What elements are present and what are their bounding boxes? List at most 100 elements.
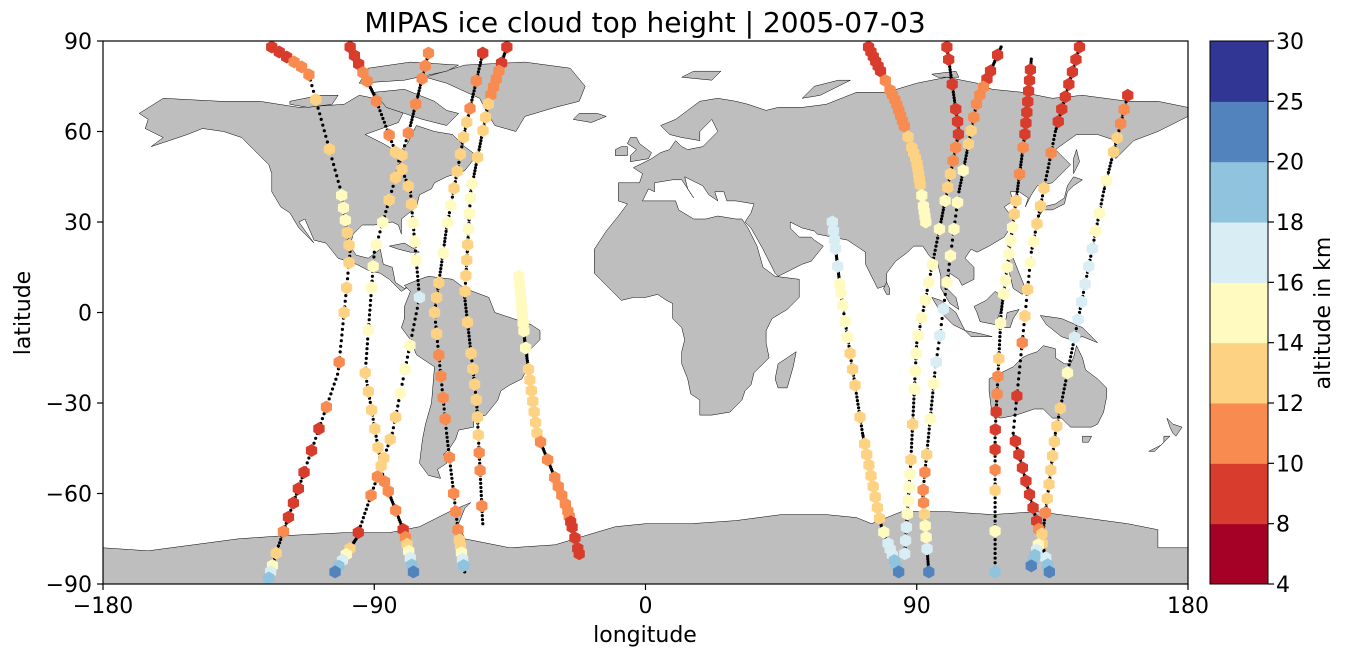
orbit-track-point [463, 302, 468, 307]
cloud-marker [370, 238, 382, 252]
cloud-marker [957, 164, 969, 177]
orbit-track-point [915, 341, 919, 345]
orbit-track-point [909, 445, 914, 449]
cloud-marker [1017, 141, 1029, 154]
cloud-marker [452, 523, 464, 537]
orbit-track-point [367, 313, 372, 317]
orbit-track-point [289, 508, 293, 512]
colorbar-segment [1210, 403, 1268, 464]
cloud-marker [527, 394, 539, 408]
cloud-marker [900, 534, 912, 547]
land-sakhalin [1073, 149, 1080, 174]
orbit-track-point [933, 248, 937, 252]
y-tick-label: −30 [46, 392, 92, 417]
cloud-marker [476, 499, 488, 513]
orbit-track-point [378, 230, 382, 234]
orbit-track-point [993, 519, 997, 523]
orbit-track-point [473, 166, 478, 170]
cloud-marker [898, 119, 910, 133]
orbit-track-point [999, 307, 1004, 312]
orbit-track-point [413, 249, 418, 253]
orbit-track-point [952, 96, 956, 100]
orbit-track-point [856, 402, 860, 406]
colorbar-tick-label: 14 [1276, 332, 1304, 357]
orbit-track-point [1046, 166, 1050, 170]
orbit-track-point [910, 437, 914, 441]
orbit-track-point [397, 399, 401, 403]
orbit-track-point [343, 299, 347, 303]
cloud-marker [462, 238, 474, 252]
orbit-track-point [473, 390, 478, 394]
cloud-marker [470, 74, 482, 88]
orbit-track-point [957, 190, 961, 194]
orbit-track-point [372, 250, 376, 254]
cloud-marker [1054, 401, 1066, 415]
cloud-marker [1048, 435, 1060, 449]
y-tick-label: 30 [64, 211, 92, 236]
orbit-track-point [439, 267, 443, 271]
orbit-track-point [416, 92, 420, 96]
orbit-track-point [1101, 194, 1105, 198]
cloud-marker [933, 222, 946, 236]
x-axis-label: longitude [593, 623, 697, 648]
orbit-track-point [320, 417, 324, 421]
orbit-track-point [445, 439, 450, 443]
orbit-track-point [1053, 129, 1057, 134]
orbit-track-point [391, 184, 395, 188]
cloud-marker [1059, 90, 1071, 104]
orbit-track-point [463, 299, 467, 303]
cloud-marker [951, 196, 964, 209]
cloud-marker [480, 110, 492, 124]
y-tick-label: 60 [64, 121, 92, 146]
orbit-track-point [365, 342, 369, 346]
orbit-track-point [474, 163, 478, 167]
colorbar-segment [1210, 463, 1268, 525]
orbit-track-point [467, 331, 471, 335]
orbit-track-point [363, 511, 367, 515]
colorbar-segment [1210, 41, 1268, 102]
orbit-track-point [993, 436, 997, 440]
cloud-marker [861, 448, 873, 461]
orbit-track-point [379, 113, 384, 117]
orbit-track-point [412, 232, 416, 236]
orbit-track-point [914, 361, 918, 365]
orbit-track-point [1044, 174, 1049, 178]
cloud-marker [458, 130, 470, 144]
y-tick-label: −90 [46, 573, 92, 598]
cloud-marker [1009, 434, 1021, 448]
orbit-track-point [998, 339, 1002, 343]
cloud-marker [989, 483, 1001, 497]
cloud-marker [409, 235, 421, 248]
colorbar-tick-label: 4 [1276, 573, 1290, 598]
orbit-track-point [443, 239, 447, 244]
orbit-track-point [1016, 184, 1020, 188]
cloud-marker [1056, 102, 1068, 116]
cloud-marker [914, 178, 926, 192]
orbit-track-point [445, 435, 449, 439]
cloud-marker [405, 197, 418, 211]
cloud-marker [923, 565, 935, 579]
orbit-track-point [318, 112, 322, 116]
orbit-track-point [468, 204, 472, 208]
orbit-track-point [366, 337, 370, 341]
orbit-track-point [942, 298, 947, 302]
orbit-track-point [384, 210, 388, 214]
orbit-track-point [926, 443, 930, 447]
cloud-marker [450, 505, 462, 519]
cloud-marker [937, 302, 949, 316]
orbit-track-point [433, 320, 438, 324]
cloud-marker [1093, 206, 1105, 220]
orbit-track-point [1108, 164, 1112, 168]
cloud-marker [1051, 419, 1063, 433]
cloud-marker [902, 130, 914, 144]
cloud-marker [377, 215, 389, 229]
orbit-track-point [1012, 419, 1017, 423]
orbit-track-point [1016, 383, 1020, 387]
orbit-track-point [929, 407, 933, 411]
orbit-track-point [477, 67, 481, 71]
cloud-marker [1020, 474, 1032, 488]
cloud-marker [419, 59, 431, 73]
land-north-america [138, 95, 477, 292]
orbit-track-point [316, 106, 320, 110]
cloud-marker [410, 97, 422, 111]
